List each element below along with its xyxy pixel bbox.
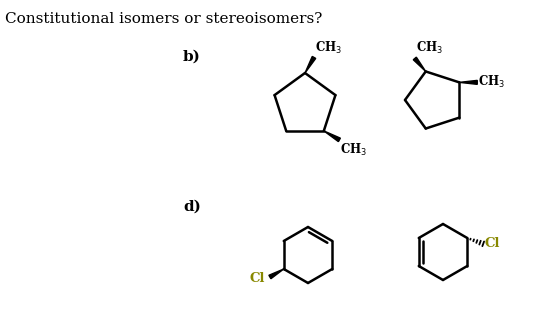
- Polygon shape: [413, 57, 426, 72]
- Text: Cl: Cl: [484, 237, 500, 250]
- Text: Cl: Cl: [250, 272, 266, 286]
- Polygon shape: [305, 56, 316, 73]
- Text: CH$_3$: CH$_3$: [315, 40, 342, 56]
- Text: CH$_3$: CH$_3$: [416, 40, 443, 56]
- Text: CH$_3$: CH$_3$: [479, 74, 505, 91]
- Text: CH$_3$: CH$_3$: [340, 142, 367, 158]
- Text: d): d): [183, 200, 201, 214]
- Polygon shape: [459, 80, 477, 84]
- Polygon shape: [324, 131, 340, 142]
- Polygon shape: [269, 269, 284, 279]
- Text: Constitutional isomers or stereoisomers?: Constitutional isomers or stereoisomers?: [5, 12, 323, 26]
- Text: b): b): [183, 50, 201, 64]
